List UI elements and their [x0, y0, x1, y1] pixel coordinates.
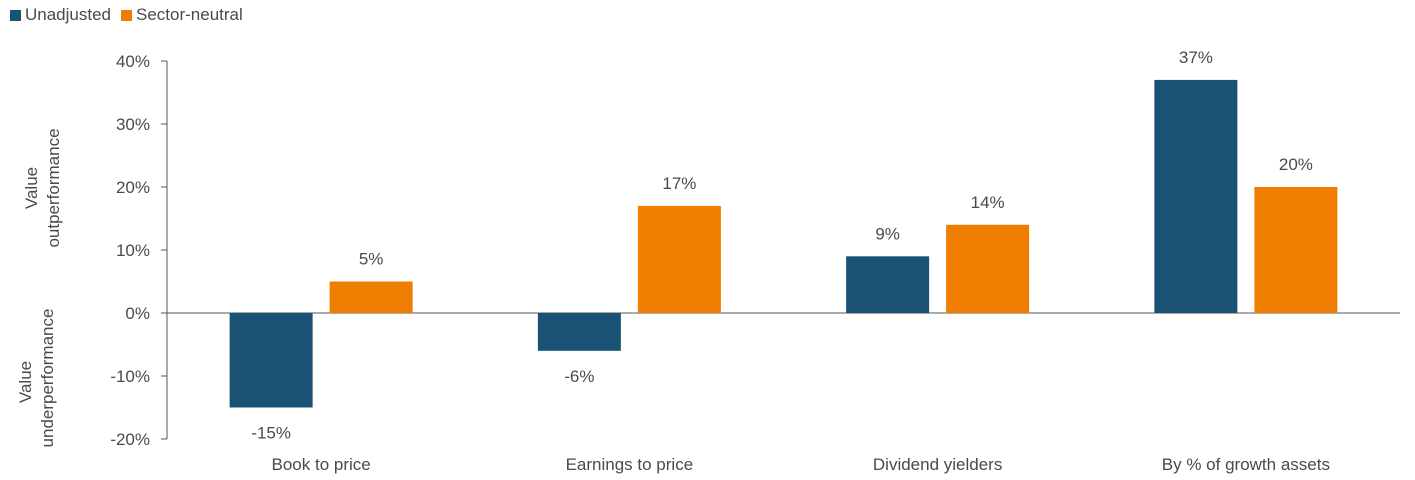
data-label-unadjusted: -15%	[251, 424, 291, 443]
bar-sector-neutral	[329, 281, 413, 313]
y-tick-label: 30%	[116, 115, 150, 134]
x-category-label: Dividend yielders	[873, 455, 1002, 474]
bar-sector-neutral	[946, 224, 1030, 313]
legend-swatch-unadjusted	[10, 9, 21, 21]
y-tick-label: -10%	[110, 367, 150, 386]
y-tick-label: 20%	[116, 178, 150, 197]
bar-unadjusted	[1154, 79, 1238, 314]
data-label-unadjusted: -6%	[564, 367, 594, 386]
data-labels: -15% 5% -6% 17% 9% 14% 37% 20%	[251, 48, 1313, 443]
data-label-sector-neutral: 17%	[662, 174, 696, 193]
y-tick-label: -20%	[110, 430, 150, 449]
y-axis-title-positive-line1: Value	[22, 167, 41, 209]
legend-swatch-sector-neutral	[121, 9, 133, 21]
data-label-unadjusted: 37%	[1179, 48, 1213, 67]
y-axis-title-negative-line1: Value	[16, 361, 35, 403]
bar-unadjusted	[229, 313, 313, 408]
y-axis-title-negative-line2: underperformance	[38, 309, 57, 448]
legend-item-unadjusted: Unadjusted	[10, 5, 111, 25]
legend-label-sector-neutral: Sector-neutral	[136, 5, 243, 24]
data-label-sector-neutral: 20%	[1279, 155, 1313, 174]
legend-label-unadjusted: Unadjusted	[25, 5, 112, 24]
data-label-sector-neutral: 5%	[359, 250, 384, 269]
bar-unadjusted	[846, 256, 930, 313]
legend-item-sector-neutral: Sector-neutral	[121, 5, 243, 25]
data-label-sector-neutral: 14%	[971, 193, 1005, 212]
x-category-label: By % of growth assets	[1162, 455, 1330, 474]
bar-sector-neutral	[637, 205, 721, 313]
bar-unadjusted	[537, 313, 621, 351]
y-tick-label: 40%	[116, 52, 150, 71]
x-category-label: Earnings to price	[566, 455, 694, 474]
y-axis-titles: Value outperformance Value underperforma…	[16, 128, 63, 447]
x-category-label: Book to price	[272, 455, 371, 474]
y-tick-label: 0%	[125, 304, 150, 323]
data-label-unadjusted: 9%	[875, 224, 900, 243]
bar-sector-neutral	[1254, 187, 1338, 313]
y-tick-label: 10%	[116, 241, 150, 260]
bars	[229, 79, 1338, 408]
legend: Unadjusted Sector-neutral	[10, 5, 253, 25]
y-axis-title-positive-line2: outperformance	[44, 128, 63, 247]
